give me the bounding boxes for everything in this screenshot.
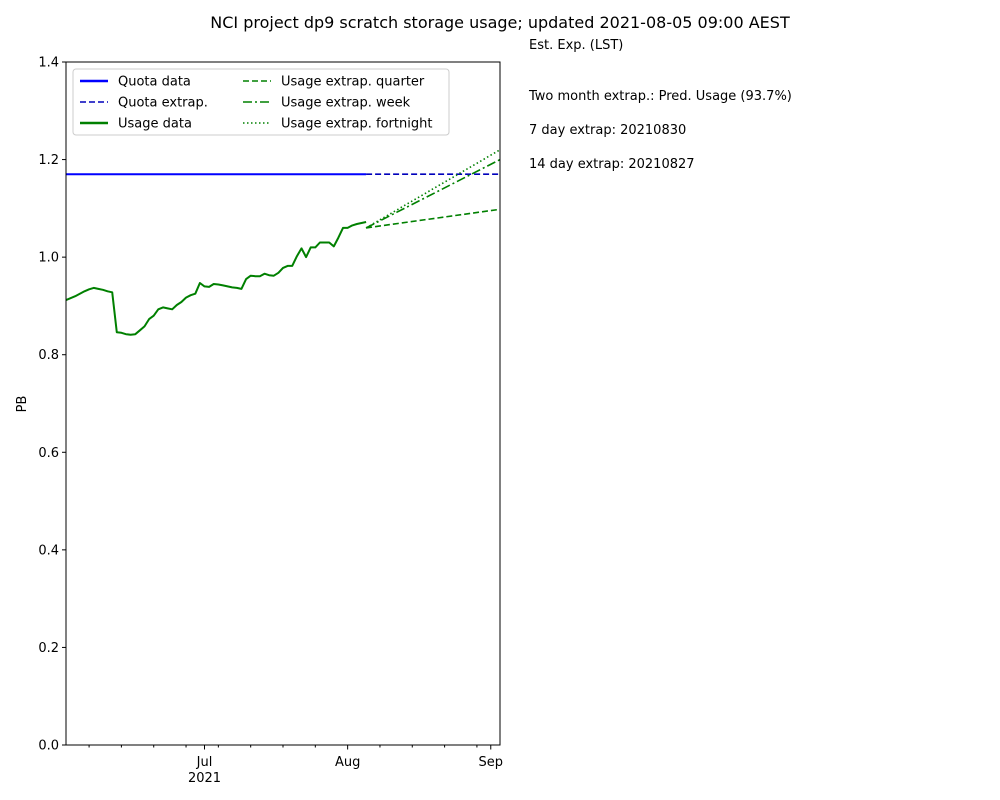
x-tick-sublabel: 2021 <box>188 771 221 786</box>
y-tick-label: 0.6 <box>38 446 59 461</box>
y-tick-label: 0.2 <box>38 641 59 656</box>
legend-label: Usage extrap. quarter <box>281 75 425 90</box>
annotation-14-day: 14 day extrap: 20210827 <box>529 157 695 172</box>
chart-title: NCI project dp9 scratch storage usage; u… <box>210 13 790 32</box>
legend: Quota data Quota extrap. Usage data Usage e… <box>72 68 450 136</box>
legend-label: Quota data <box>118 75 191 90</box>
y-tick-label: 1.0 <box>38 251 59 266</box>
legend-label: Quota extrap. <box>118 96 208 111</box>
annotation-panel: Est. Exp. (LST) Two month extrap.: Pred.… <box>528 38 792 172</box>
annotation-two-month: Two month extrap.: Pred. Usage (93.7%) <box>528 89 792 104</box>
y-axis: 0.0 0.2 0.4 0.6 0.8 1.0 1.2 1.4 <box>38 56 66 754</box>
legend-label: Usage data <box>118 117 192 132</box>
series-layer <box>66 149 500 336</box>
x-tick-label: Aug <box>335 755 360 770</box>
series-line-4 <box>365 158 500 229</box>
legend-label: Usage extrap. week <box>281 96 411 111</box>
legend-label: Usage extrap. fortnight <box>281 117 432 132</box>
y-tick-label: 0.0 <box>38 739 59 754</box>
y-axis-label: PB <box>15 396 30 413</box>
series-line-2 <box>66 221 367 336</box>
annotation-est-exp: Est. Exp. (LST) <box>529 38 623 53</box>
y-tick-label: 0.8 <box>38 348 59 363</box>
plot-frame <box>65 61 501 746</box>
series-line-3 <box>365 208 500 229</box>
x-tick-label: Jul <box>196 755 213 770</box>
x-tick-label: Sep <box>479 755 504 770</box>
y-tick-label: 1.2 <box>38 153 59 168</box>
y-tick-label: 0.4 <box>38 543 59 558</box>
y-tick-label: 1.4 <box>38 56 59 71</box>
annotation-7-day: 7 day extrap: 20210830 <box>529 123 686 138</box>
series-line-5 <box>365 149 500 229</box>
